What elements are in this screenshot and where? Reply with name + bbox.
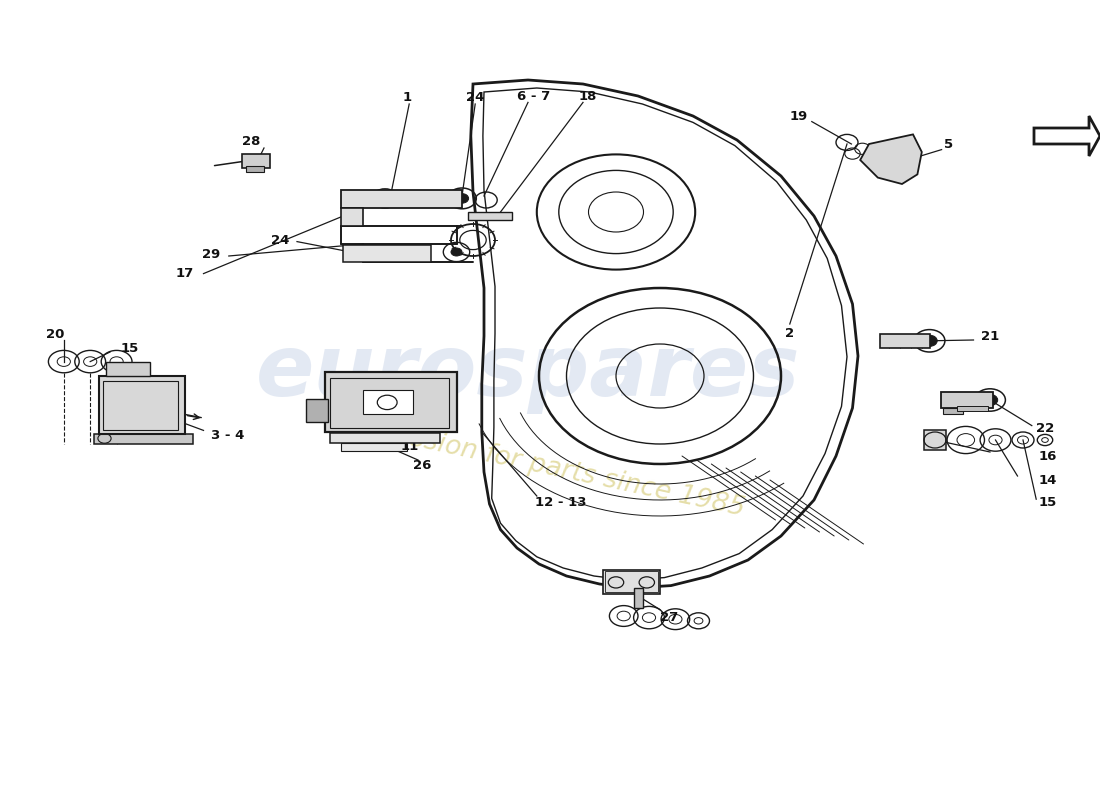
Bar <box>341 208 363 226</box>
Bar <box>605 571 658 592</box>
Text: 24: 24 <box>272 234 289 246</box>
Bar <box>943 408 962 414</box>
Text: eurospares: eurospares <box>255 330 801 414</box>
Circle shape <box>455 194 469 203</box>
Circle shape <box>379 194 390 202</box>
Text: 3 - 4: 3 - 4 <box>211 429 244 442</box>
Circle shape <box>408 195 417 202</box>
Bar <box>343 245 431 262</box>
Circle shape <box>922 335 937 346</box>
Bar <box>324 372 456 432</box>
Text: 1: 1 <box>403 91 411 104</box>
Text: 15: 15 <box>1038 496 1057 509</box>
Text: 21: 21 <box>981 330 1000 342</box>
Text: 12 - 13: 12 - 13 <box>536 496 586 509</box>
Text: 16: 16 <box>1038 450 1057 462</box>
Text: 17: 17 <box>176 267 194 280</box>
Text: 11: 11 <box>400 440 418 453</box>
Bar <box>330 433 440 443</box>
Text: a passion for parts since 1985: a passion for parts since 1985 <box>352 414 748 522</box>
Circle shape <box>451 248 462 256</box>
Bar <box>330 378 449 428</box>
Text: 20: 20 <box>46 328 64 341</box>
Text: 5: 5 <box>944 138 953 150</box>
Text: 2: 2 <box>785 327 794 340</box>
Bar <box>468 212 512 220</box>
Bar <box>94 434 192 444</box>
Bar <box>306 399 328 422</box>
Text: 27: 27 <box>660 611 678 624</box>
Polygon shape <box>860 134 922 184</box>
Bar <box>242 154 270 168</box>
Text: 22: 22 <box>1036 422 1055 435</box>
Text: 14: 14 <box>1038 474 1057 486</box>
Text: 29: 29 <box>202 248 220 261</box>
Text: 24: 24 <box>466 91 484 104</box>
Bar <box>924 430 946 450</box>
Text: 19: 19 <box>790 110 807 122</box>
Bar <box>103 381 178 430</box>
Bar <box>246 166 264 172</box>
Bar <box>363 390 412 414</box>
Bar <box>880 334 929 348</box>
Text: 26: 26 <box>414 459 431 472</box>
Bar <box>603 570 660 594</box>
Bar <box>940 392 993 408</box>
Text: 15: 15 <box>121 342 140 354</box>
Bar <box>957 406 988 411</box>
Bar <box>341 190 462 208</box>
Text: 18: 18 <box>579 90 596 103</box>
Circle shape <box>982 394 998 406</box>
Bar <box>634 588 643 608</box>
Text: 28: 28 <box>242 135 260 148</box>
Bar <box>99 376 185 434</box>
Text: 6 - 7: 6 - 7 <box>517 90 550 103</box>
Bar <box>341 443 407 451</box>
Bar <box>106 362 150 376</box>
